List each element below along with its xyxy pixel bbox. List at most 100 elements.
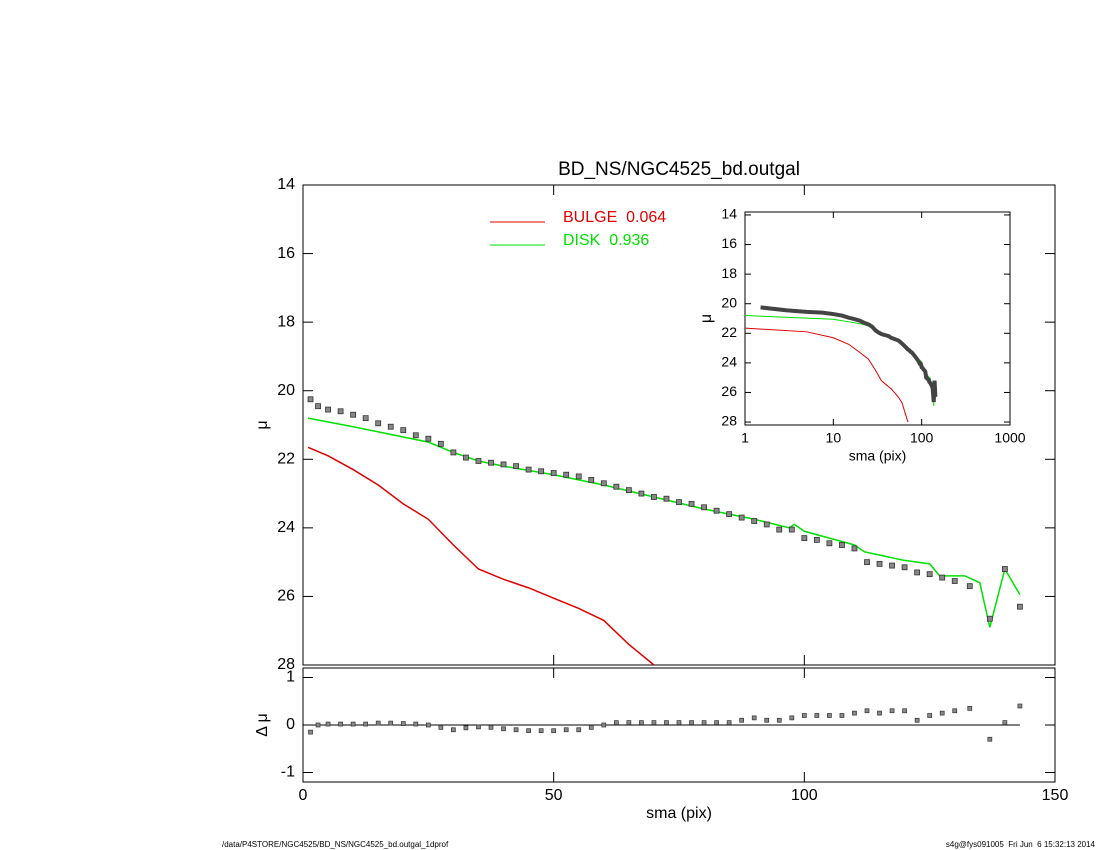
residual-point	[987, 736, 993, 742]
data-point	[500, 461, 507, 468]
data-point	[588, 476, 595, 483]
model-line	[307, 417, 1021, 628]
y-tick-label: 14	[277, 176, 295, 193]
residual-point	[714, 720, 719, 725]
data-point	[563, 471, 570, 478]
data-point	[776, 526, 783, 533]
data-point	[763, 521, 770, 528]
x-tick-label: 150	[1042, 787, 1069, 804]
y-tick-label: -1	[281, 764, 295, 781]
residual-point	[388, 720, 394, 726]
x-axis-label: sma (pix)	[849, 448, 907, 464]
residual-point	[563, 727, 569, 733]
residual-point	[308, 729, 313, 735]
data-point	[926, 571, 933, 578]
residual-point	[914, 717, 920, 723]
residual-point	[939, 710, 945, 716]
data-point	[788, 526, 795, 533]
residual-point	[902, 708, 907, 714]
residual-point	[400, 721, 406, 726]
data-point	[986, 615, 993, 622]
data-point	[813, 536, 820, 543]
residual-point	[827, 713, 832, 718]
data-point	[400, 427, 407, 434]
data-point	[488, 459, 494, 466]
data-point	[387, 423, 394, 430]
residual-point	[363, 721, 369, 727]
residual-point	[576, 727, 582, 733]
residual-point	[551, 728, 557, 734]
data-point	[350, 411, 357, 418]
data-point	[688, 500, 695, 507]
residual-point	[739, 717, 745, 723]
legend-name: DISK	[563, 232, 601, 249]
x-tick-label: 1	[741, 430, 749, 446]
residual-point	[375, 720, 381, 726]
data-point	[889, 562, 895, 569]
residual-point	[751, 715, 757, 721]
data-point	[801, 535, 808, 542]
y-axis-label: Δ μ	[254, 713, 271, 736]
legend-name: BULGE	[563, 209, 617, 226]
residual-point	[664, 720, 669, 725]
data-point	[412, 432, 419, 439]
data-point	[638, 490, 645, 497]
y-tick-label: 24	[277, 519, 295, 536]
y-tick-label: 16	[277, 245, 295, 262]
legend-fraction: 0.936	[609, 232, 649, 249]
residual-point	[789, 715, 795, 721]
y-axis-label: μ	[254, 420, 271, 429]
data-point	[701, 504, 707, 511]
residual-point	[967, 706, 973, 711]
data-point	[713, 507, 720, 514]
residual-point	[476, 724, 481, 730]
model-line	[745, 315, 936, 406]
data-point	[951, 578, 958, 584]
y-tick-label: 20	[277, 382, 295, 399]
model-line	[307, 446, 655, 666]
y-tick-label: 26	[721, 383, 737, 399]
residual-point	[626, 720, 632, 725]
data-point	[325, 406, 331, 413]
residual-point	[588, 725, 594, 730]
data-point	[826, 540, 833, 547]
residual-point	[350, 721, 356, 727]
data-point	[463, 454, 469, 461]
model-line	[745, 327, 909, 423]
y-tick-label: 24	[721, 354, 737, 370]
residual-point	[639, 720, 644, 725]
data-point	[839, 542, 845, 548]
residual-point	[526, 728, 531, 734]
data-point	[876, 560, 883, 567]
residual-point	[425, 722, 431, 728]
residual-point	[864, 708, 870, 714]
residual-point	[651, 720, 657, 725]
y-tick-label: 16	[721, 235, 737, 251]
residual-point	[676, 720, 682, 725]
residual-point	[852, 710, 857, 716]
residual-point	[877, 710, 882, 716]
data-point	[676, 499, 682, 506]
residual-point	[726, 720, 732, 725]
residual-point	[513, 727, 519, 733]
data-point	[966, 583, 973, 590]
residual-point	[488, 725, 494, 730]
data-point	[651, 494, 657, 500]
residual-point	[927, 713, 933, 718]
residual-point	[889, 708, 895, 714]
residual-point	[814, 713, 820, 718]
x-tick-label: 1000	[994, 430, 1025, 446]
x-tick-label: 100	[791, 787, 818, 804]
residual-point	[601, 722, 607, 728]
footer-right: s4g@fys091005 Fri Jun 6 15:32:13 2014	[946, 840, 1096, 849]
y-tick-label: 28	[721, 413, 737, 429]
residual-point	[689, 720, 694, 725]
residual-point	[764, 717, 770, 723]
legend-label: BULGE 0.064	[563, 209, 666, 226]
y-tick-label: 18	[721, 265, 737, 281]
y-tick-label: 14	[721, 206, 737, 222]
data-point	[939, 574, 946, 581]
data-point	[550, 470, 557, 476]
residual-point	[801, 713, 807, 718]
